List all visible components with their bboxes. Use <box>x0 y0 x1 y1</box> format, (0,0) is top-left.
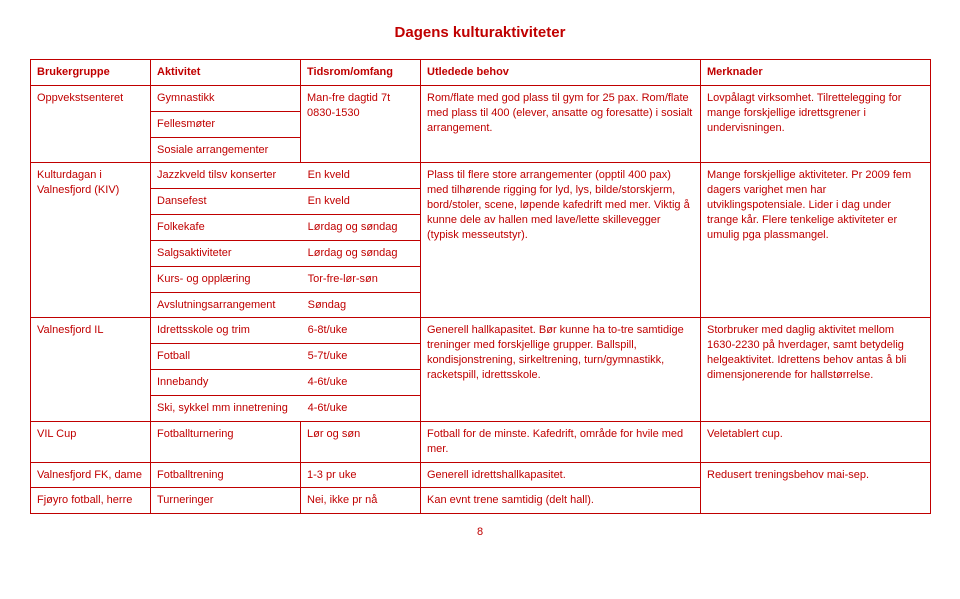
cell-aktivitet-tidsrom: Jazzkveld tilsv konserterEn kveld Dansef… <box>151 163 421 318</box>
activity: Salgsaktiviteter <box>151 240 302 266</box>
time: 5-7t/uke <box>302 344 420 370</box>
table-row: Oppvekstsenteret Gymnastikk Fellesmøter … <box>31 85 931 163</box>
page-title: Dagens kulturaktiviteter <box>30 24 930 41</box>
activity: Fellesmøter <box>151 111 300 137</box>
cell-aktivitet: Gymnastikk Fellesmøter Sosiale arrangeme… <box>151 85 301 163</box>
activity: Innebandy <box>151 370 302 396</box>
cell-tidsrom: Man-fre dagtid 7t 0830-1530 <box>301 85 421 163</box>
cell-merk: Redusert treningsbehov mai-sep. <box>701 462 931 514</box>
cell-merk: Lovpålagt virksomhet. Tilrettelegging fo… <box>701 85 931 163</box>
cell-aktivitet-tidsrom: Idrettsskole og trim6-8t/uke Fotball5-7t… <box>151 318 421 421</box>
cell-behov: Plass til flere store arrangementer (opp… <box>421 163 701 318</box>
time: 6-8t/uke <box>302 318 420 343</box>
cell-group: Valnesfjord FK, dame <box>31 462 151 488</box>
cell-behov: Fotball for de minste. Kafedrift, område… <box>421 421 701 462</box>
activity: Gymnastikk <box>151 86 300 111</box>
cell-aktivitet: Fotballtrening <box>151 462 301 488</box>
col-merknader: Merknader <box>701 60 931 86</box>
time: Tor-fre-lør-søn <box>302 266 420 292</box>
cell-behov: Generell idrettshallkapasitet. <box>421 462 701 488</box>
activity: Dansefest <box>151 189 302 215</box>
table-row: Kulturdagan i Valnesfjord (KIV) Jazzkvel… <box>31 163 931 318</box>
cell-aktivitet: Turneringer <box>151 488 301 514</box>
table-header-row: Brukergruppe Aktivitet Tidsrom/omfang Ut… <box>31 60 931 86</box>
time: En kveld <box>302 189 420 215</box>
activity: Sosiale arrangementer <box>151 137 300 162</box>
time: 4-6t/uke <box>302 370 420 396</box>
col-brukergruppe: Brukergruppe <box>31 60 151 86</box>
cell-merk: Storbruker med daglig aktivitet mellom 1… <box>701 318 931 421</box>
activity: Fotball <box>151 344 302 370</box>
page-number: 8 <box>30 526 930 538</box>
time: Man-fre dagtid 7t <box>307 91 414 106</box>
activities-table: Brukergruppe Aktivitet Tidsrom/omfang Ut… <box>30 59 931 514</box>
activity: Avslutningsarrangement <box>151 292 302 317</box>
col-behov: Utledede behov <box>421 60 701 86</box>
time: En kveld <box>302 163 420 188</box>
col-aktivitet: Aktivitet <box>151 60 301 86</box>
col-tidsrom: Tidsrom/omfang <box>301 60 421 86</box>
time: Lørdag og søndag <box>302 215 420 241</box>
activity: Ski, sykkel mm innetrening <box>151 395 302 420</box>
cell-group: Valnesfjord IL <box>31 318 151 421</box>
cell-group: Kulturdagan i Valnesfjord (KIV) <box>31 163 151 318</box>
cell-tidsrom: Nei, ikke pr nå <box>301 488 421 514</box>
time: Lørdag og søndag <box>302 240 420 266</box>
activity: Idrettsskole og trim <box>151 318 302 343</box>
cell-group: Oppvekstsenteret <box>31 85 151 163</box>
time: Søndag <box>302 292 420 317</box>
cell-group: VIL Cup <box>31 421 151 462</box>
cell-behov: Generell hallkapasitet. Bør kunne ha to-… <box>421 318 701 421</box>
activity: Kurs- og opplæring <box>151 266 302 292</box>
time: 0830-1530 <box>307 106 414 121</box>
cell-behov: Kan evnt trene samtidig (delt hall). <box>421 488 701 514</box>
cell-tidsrom: Lør og søn <box>301 421 421 462</box>
time: 4-6t/uke <box>302 395 420 420</box>
activity: Folkekafe <box>151 215 302 241</box>
activity: Jazzkveld tilsv konserter <box>151 163 302 188</box>
cell-behov: Rom/flate med god plass til gym for 25 p… <box>421 85 701 163</box>
cell-merk: Mange forskjellige aktiviteter. Pr 2009 … <box>701 163 931 318</box>
cell-aktivitet: Fotballturnering <box>151 421 301 462</box>
table-row: VIL Cup Fotballturnering Lør og søn Fotb… <box>31 421 931 462</box>
table-row: Valnesfjord IL Idrettsskole og trim6-8t/… <box>31 318 931 421</box>
cell-merk: Veletablert cup. <box>701 421 931 462</box>
cell-group: Fjøyro fotball, herre <box>31 488 151 514</box>
table-row: Valnesfjord FK, dame Fotballtrening 1-3 … <box>31 462 931 488</box>
cell-tidsrom: 1-3 pr uke <box>301 462 421 488</box>
